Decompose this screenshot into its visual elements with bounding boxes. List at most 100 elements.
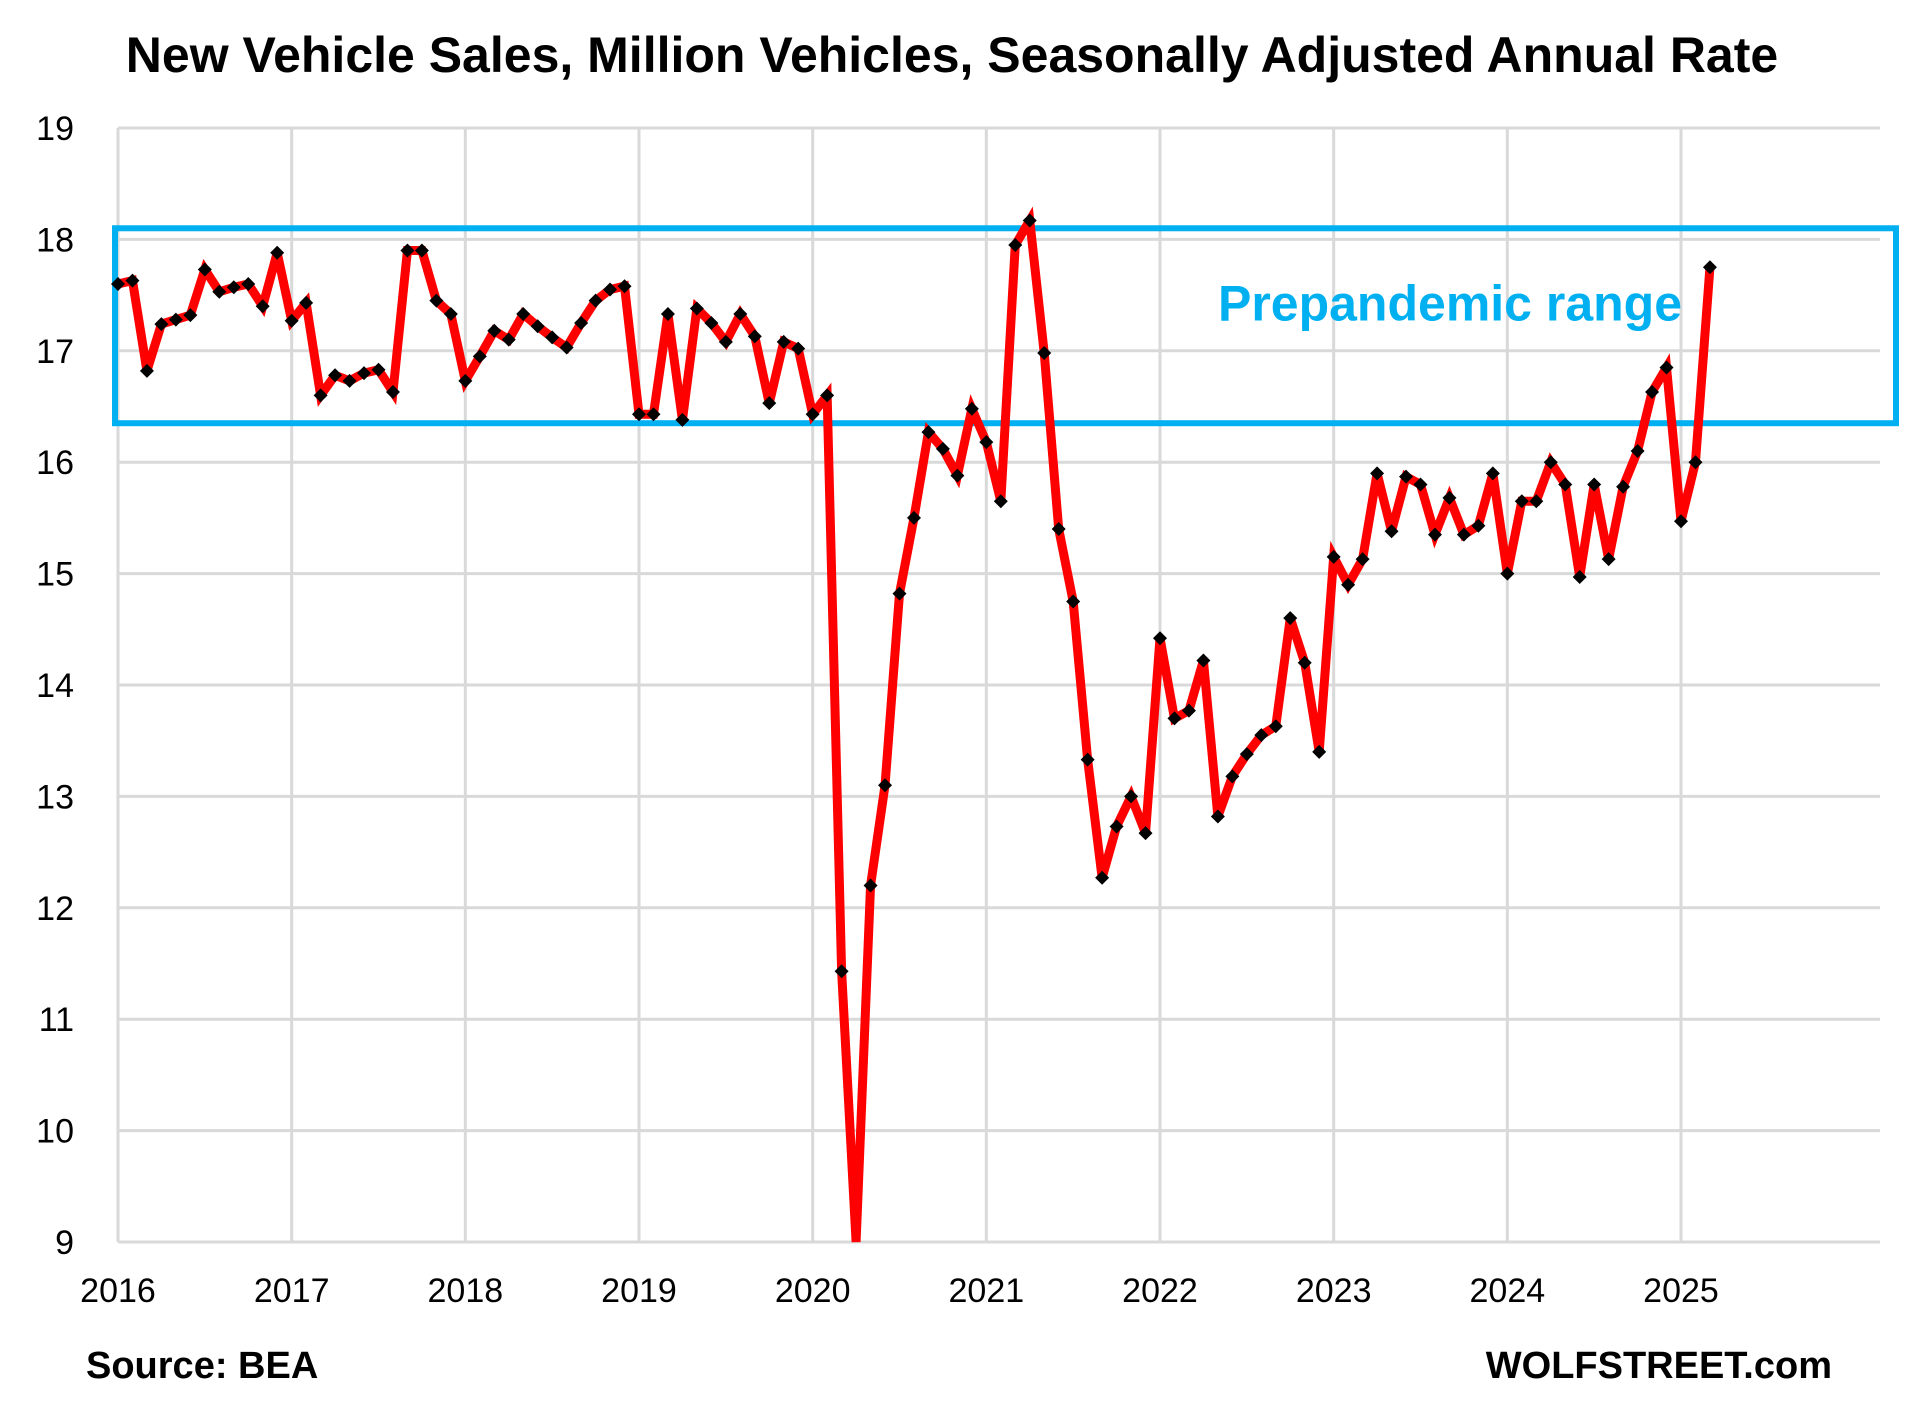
data-point bbox=[125, 273, 140, 288]
data-point bbox=[979, 435, 994, 450]
data-point bbox=[357, 366, 372, 381]
data-point bbox=[921, 425, 936, 440]
data-point bbox=[747, 329, 762, 344]
data-point bbox=[516, 307, 531, 322]
data-point bbox=[443, 307, 458, 322]
y-tick-label: 16 bbox=[36, 444, 74, 482]
data-point bbox=[1341, 577, 1356, 592]
data-point bbox=[1210, 809, 1225, 824]
data-point bbox=[1167, 711, 1182, 726]
data-point bbox=[1138, 826, 1153, 841]
data-point bbox=[414, 243, 429, 258]
data-point bbox=[617, 279, 632, 294]
data-point bbox=[1124, 789, 1139, 804]
data-point bbox=[603, 282, 618, 297]
data-point bbox=[168, 312, 183, 327]
data-point bbox=[1355, 552, 1370, 567]
data-point bbox=[1109, 819, 1124, 834]
data-point bbox=[342, 373, 357, 388]
data-point bbox=[863, 878, 878, 893]
data-point bbox=[935, 441, 950, 456]
data-point bbox=[1587, 477, 1602, 492]
data-point bbox=[313, 388, 328, 403]
data-point bbox=[1529, 494, 1544, 509]
series-line bbox=[116, 206, 1715, 1243]
series-layer bbox=[111, 206, 1717, 1243]
data-point bbox=[1485, 466, 1500, 481]
data-point bbox=[1095, 870, 1110, 885]
data-point bbox=[906, 510, 921, 525]
data-point bbox=[1514, 494, 1529, 509]
data-point bbox=[675, 412, 690, 427]
data-point bbox=[660, 307, 675, 322]
x-tick-label: 2020 bbox=[775, 1272, 851, 1310]
data-point bbox=[1239, 747, 1254, 762]
data-point bbox=[1659, 360, 1674, 375]
data-point bbox=[111, 276, 125, 291]
prepandemic-range-label: Prepandemic range bbox=[1218, 275, 1682, 331]
data-point bbox=[1153, 631, 1167, 646]
data-point bbox=[328, 368, 343, 383]
data-point bbox=[1558, 477, 1573, 492]
data-point bbox=[1384, 524, 1399, 539]
x-tick-label: 2022 bbox=[1122, 1272, 1198, 1310]
data-point bbox=[1427, 527, 1442, 542]
x-tick-label: 2021 bbox=[949, 1272, 1025, 1310]
data-point bbox=[1572, 569, 1587, 584]
data-point bbox=[993, 494, 1008, 509]
data-point bbox=[776, 334, 791, 349]
data-point bbox=[429, 293, 444, 308]
data-point bbox=[1080, 752, 1095, 767]
x-tick-label: 2016 bbox=[80, 1272, 156, 1310]
data-point bbox=[559, 340, 574, 355]
y-tick-label: 11 bbox=[39, 1001, 74, 1039]
x-tick-label: 2017 bbox=[254, 1272, 330, 1310]
data-point bbox=[226, 280, 241, 295]
chart-title: New Vehicle Sales, Million Vehicles, Sea… bbox=[126, 27, 1778, 83]
data-point bbox=[371, 362, 386, 377]
data-point bbox=[820, 388, 835, 403]
y-axis: 9 10 11 12 13 14 15 16 17 18 19 bbox=[36, 110, 74, 1262]
x-tick-label: 2019 bbox=[601, 1272, 677, 1310]
data-point bbox=[1645, 385, 1660, 400]
y-tick-label: 15 bbox=[36, 556, 74, 594]
data-point bbox=[834, 964, 849, 979]
data-point bbox=[241, 276, 256, 291]
data-point bbox=[704, 315, 719, 330]
data-point bbox=[212, 284, 227, 299]
data-point bbox=[791, 341, 806, 356]
data-point bbox=[1051, 522, 1066, 537]
data-point bbox=[632, 407, 646, 422]
data-point bbox=[545, 330, 560, 345]
data-point bbox=[1225, 769, 1240, 784]
data-point bbox=[878, 778, 893, 793]
data-point bbox=[1181, 703, 1196, 718]
data-point bbox=[1370, 466, 1385, 481]
data-point bbox=[733, 307, 748, 322]
data-point bbox=[805, 407, 820, 422]
data-point bbox=[950, 468, 965, 483]
data-point bbox=[1312, 744, 1327, 759]
data-point bbox=[1066, 594, 1081, 609]
y-tick-label: 10 bbox=[36, 1113, 74, 1151]
annotation-layer: Prepandemic range bbox=[112, 225, 1899, 427]
y-tick-label: 12 bbox=[36, 890, 74, 928]
data-point bbox=[1283, 611, 1298, 626]
data-point bbox=[646, 407, 661, 422]
data-point bbox=[964, 401, 979, 416]
data-point bbox=[1471, 518, 1486, 533]
data-point bbox=[1399, 469, 1414, 484]
data-point bbox=[139, 363, 154, 378]
data-point bbox=[385, 385, 400, 400]
data-point bbox=[299, 295, 314, 310]
data-point bbox=[1022, 213, 1037, 228]
data-point bbox=[1601, 552, 1616, 567]
data-point bbox=[1037, 346, 1052, 361]
data-point bbox=[1326, 549, 1341, 564]
data-point bbox=[588, 293, 603, 308]
x-tick-label: 2025 bbox=[1643, 1272, 1719, 1310]
data-point bbox=[1702, 260, 1717, 275]
data-point bbox=[1196, 653, 1211, 668]
y-tick-label: 9 bbox=[55, 1224, 74, 1262]
